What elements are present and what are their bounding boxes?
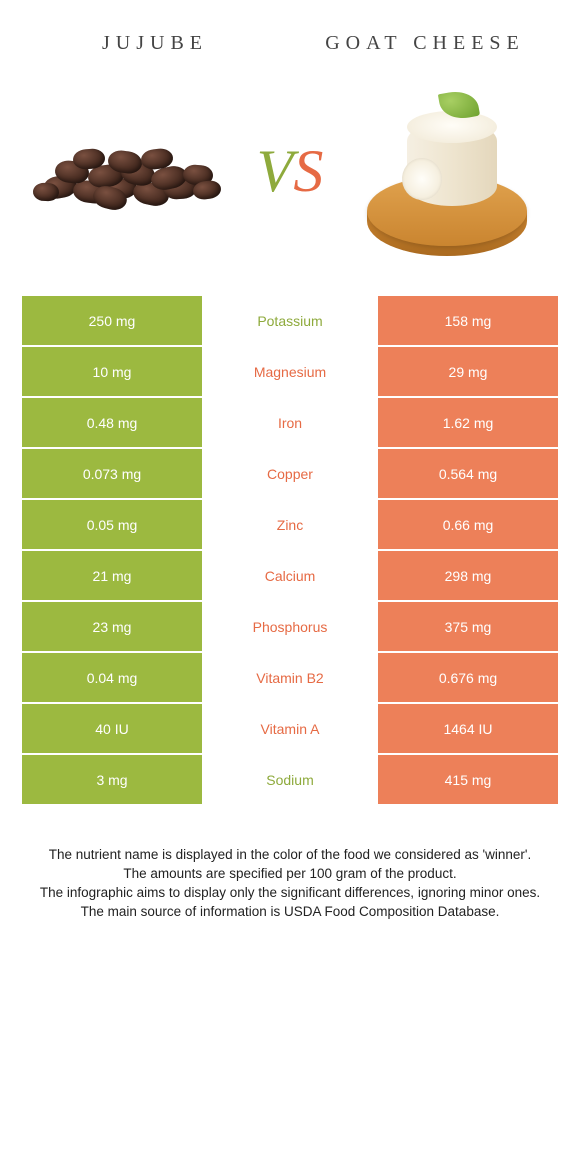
nutrient-label: Potassium (202, 296, 378, 345)
footer-line: The nutrient name is displayed in the co… (30, 846, 550, 865)
table-row: 0.073 mgCopper0.564 mg (22, 449, 558, 500)
right-value: 375 mg (378, 602, 558, 651)
table-row: 0.04 mgVitamin B20.676 mg (22, 653, 558, 704)
left-illustration (20, 86, 247, 256)
right-value: 0.66 mg (378, 500, 558, 549)
right-value: 298 mg (378, 551, 558, 600)
right-title: Goat Cheese (290, 30, 560, 56)
nutrient-label: Iron (202, 398, 378, 447)
nutrient-label: Sodium (202, 755, 378, 804)
left-value: 0.073 mg (22, 449, 202, 498)
nutrient-label: Calcium (202, 551, 378, 600)
table-row: 0.05 mgZinc0.66 mg (22, 500, 558, 551)
nutrient-label: Phosphorus (202, 602, 378, 651)
right-value: 0.676 mg (378, 653, 558, 702)
vs-label: VS (257, 141, 324, 201)
nutrient-label: Zinc (202, 500, 378, 549)
jujube-icon (33, 121, 233, 221)
left-value: 0.48 mg (22, 398, 202, 447)
footer-line: The infographic aims to display only the… (30, 884, 550, 903)
left-value: 250 mg (22, 296, 202, 345)
table-row: 40 IUVitamin A1464 IU (22, 704, 558, 755)
footer-notes: The nutrient name is displayed in the co… (0, 806, 580, 922)
table-row: 10 mgMagnesium29 mg (22, 347, 558, 398)
nutrient-label: Copper (202, 449, 378, 498)
vs-v: V (257, 138, 294, 204)
right-value: 29 mg (378, 347, 558, 396)
vs-s: S (293, 138, 323, 204)
illustration-row: VS (0, 66, 580, 296)
right-value: 415 mg (378, 755, 558, 804)
footer-line: The main source of information is USDA F… (30, 903, 550, 922)
comparison-table: 250 mgPotassium158 mg10 mgMagnesium29 mg… (0, 296, 580, 806)
table-row: 23 mgPhosphorus375 mg (22, 602, 558, 653)
goat-cheese-icon (362, 86, 532, 256)
nutrient-label: Magnesium (202, 347, 378, 396)
right-illustration (333, 86, 560, 256)
left-value: 0.04 mg (22, 653, 202, 702)
right-value: 1.62 mg (378, 398, 558, 447)
left-value: 40 IU (22, 704, 202, 753)
right-value: 158 mg (378, 296, 558, 345)
nutrient-label: Vitamin B2 (202, 653, 378, 702)
left-title: Jujube (20, 30, 290, 56)
left-value: 10 mg (22, 347, 202, 396)
right-value: 0.564 mg (378, 449, 558, 498)
left-value: 3 mg (22, 755, 202, 804)
left-value: 21 mg (22, 551, 202, 600)
table-row: 0.48 mgIron1.62 mg (22, 398, 558, 449)
footer-line: The amounts are specified per 100 gram o… (30, 865, 550, 884)
table-row: 250 mgPotassium158 mg (22, 296, 558, 347)
table-row: 21 mgCalcium298 mg (22, 551, 558, 602)
left-value: 23 mg (22, 602, 202, 651)
nutrient-label: Vitamin A (202, 704, 378, 753)
right-value: 1464 IU (378, 704, 558, 753)
left-value: 0.05 mg (22, 500, 202, 549)
table-row: 3 mgSodium415 mg (22, 755, 558, 806)
titles-row: Jujube Goat Cheese (0, 0, 580, 66)
